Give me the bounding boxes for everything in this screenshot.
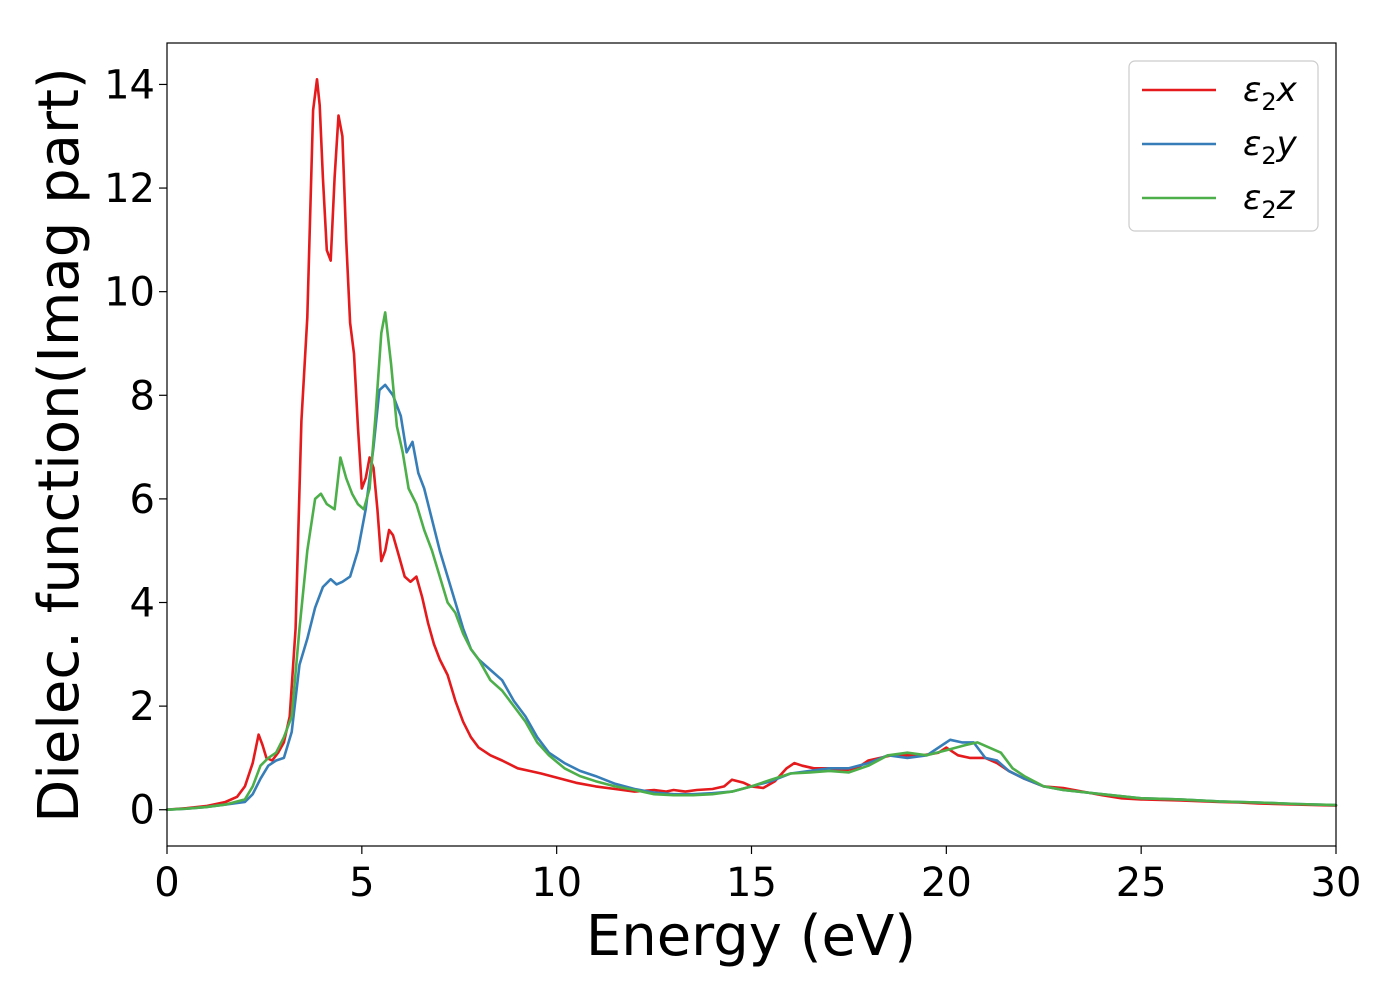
x-tick-label: 0 bbox=[154, 860, 179, 906]
plot-lines bbox=[165, 78, 1338, 811]
x-tick-label: 10 bbox=[531, 860, 582, 906]
series-line-1 bbox=[165, 78, 1338, 811]
y-axis-title: Dielec. function(Imag part) bbox=[27, 67, 92, 823]
y-tick-label: 6 bbox=[130, 477, 155, 523]
y-tick-label: 0 bbox=[130, 788, 155, 834]
x-axis-title: Energy (eV) bbox=[586, 904, 916, 969]
x-tick-label: 5 bbox=[349, 860, 374, 906]
y-tick-label: 14 bbox=[104, 62, 155, 108]
x-axis: 0 5 10 15 20 25 30 bbox=[154, 846, 1361, 906]
series-line-3 bbox=[165, 311, 1338, 811]
x-tick-label: 30 bbox=[1311, 860, 1362, 906]
legend-box bbox=[1128, 60, 1319, 232]
y-axis: 0 2 4 6 8 10 12 14 bbox=[104, 62, 167, 834]
x-tick-label: 20 bbox=[921, 860, 972, 906]
y-tick-label: 10 bbox=[104, 270, 155, 316]
x-tick-label: 25 bbox=[1116, 860, 1167, 906]
y-tick-label: 4 bbox=[130, 581, 155, 627]
legend-label: ε2z bbox=[1243, 178, 1296, 224]
y-tick-label: 2 bbox=[130, 684, 155, 730]
x-tick-label: 15 bbox=[726, 860, 777, 906]
y-tick-label: 8 bbox=[130, 373, 155, 419]
y-tick-label: 12 bbox=[104, 166, 155, 212]
